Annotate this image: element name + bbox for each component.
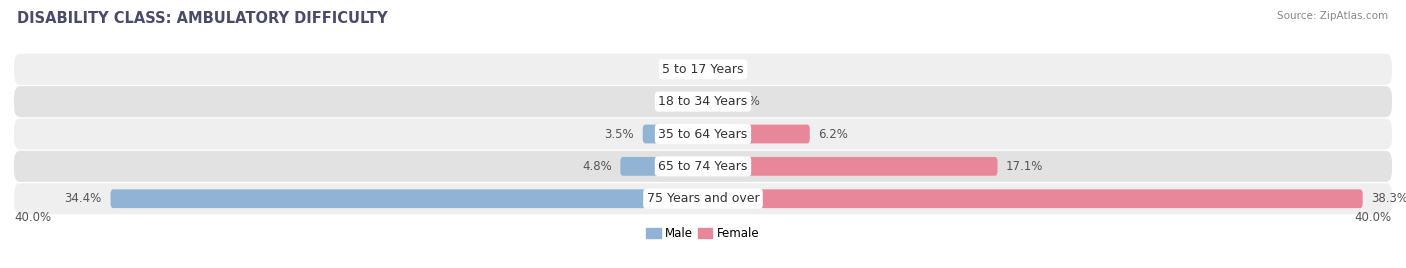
FancyBboxPatch shape [14, 86, 1392, 117]
FancyBboxPatch shape [14, 54, 1392, 85]
FancyBboxPatch shape [643, 125, 703, 143]
Text: 35 to 64 Years: 35 to 64 Years [658, 128, 748, 140]
FancyBboxPatch shape [703, 157, 997, 176]
FancyBboxPatch shape [14, 183, 1392, 214]
Text: 4.8%: 4.8% [582, 160, 612, 173]
Text: 34.4%: 34.4% [65, 192, 101, 205]
Legend: Male, Female: Male, Female [641, 222, 765, 245]
Text: DISABILITY CLASS: AMBULATORY DIFFICULTY: DISABILITY CLASS: AMBULATORY DIFFICULTY [17, 11, 388, 26]
Text: 40.0%: 40.0% [1355, 211, 1392, 224]
Text: 17.1%: 17.1% [1007, 160, 1043, 173]
Text: 6.2%: 6.2% [818, 128, 848, 140]
Text: 18 to 34 Years: 18 to 34 Years [658, 95, 748, 108]
FancyBboxPatch shape [703, 189, 1362, 208]
Text: 75 Years and over: 75 Years and over [647, 192, 759, 205]
Text: 0.0%: 0.0% [665, 95, 695, 108]
Text: 3.5%: 3.5% [605, 128, 634, 140]
Text: 0.0%: 0.0% [665, 63, 695, 76]
FancyBboxPatch shape [620, 157, 703, 176]
Text: 65 to 74 Years: 65 to 74 Years [658, 160, 748, 173]
FancyBboxPatch shape [111, 189, 703, 208]
Text: 40.0%: 40.0% [14, 211, 51, 224]
Text: Source: ZipAtlas.com: Source: ZipAtlas.com [1277, 11, 1388, 21]
FancyBboxPatch shape [703, 92, 721, 111]
Text: 1.1%: 1.1% [731, 95, 761, 108]
FancyBboxPatch shape [703, 125, 810, 143]
Text: 0.0%: 0.0% [711, 63, 741, 76]
FancyBboxPatch shape [14, 118, 1392, 150]
Text: 5 to 17 Years: 5 to 17 Years [662, 63, 744, 76]
Text: 38.3%: 38.3% [1371, 192, 1406, 205]
FancyBboxPatch shape [14, 151, 1392, 182]
